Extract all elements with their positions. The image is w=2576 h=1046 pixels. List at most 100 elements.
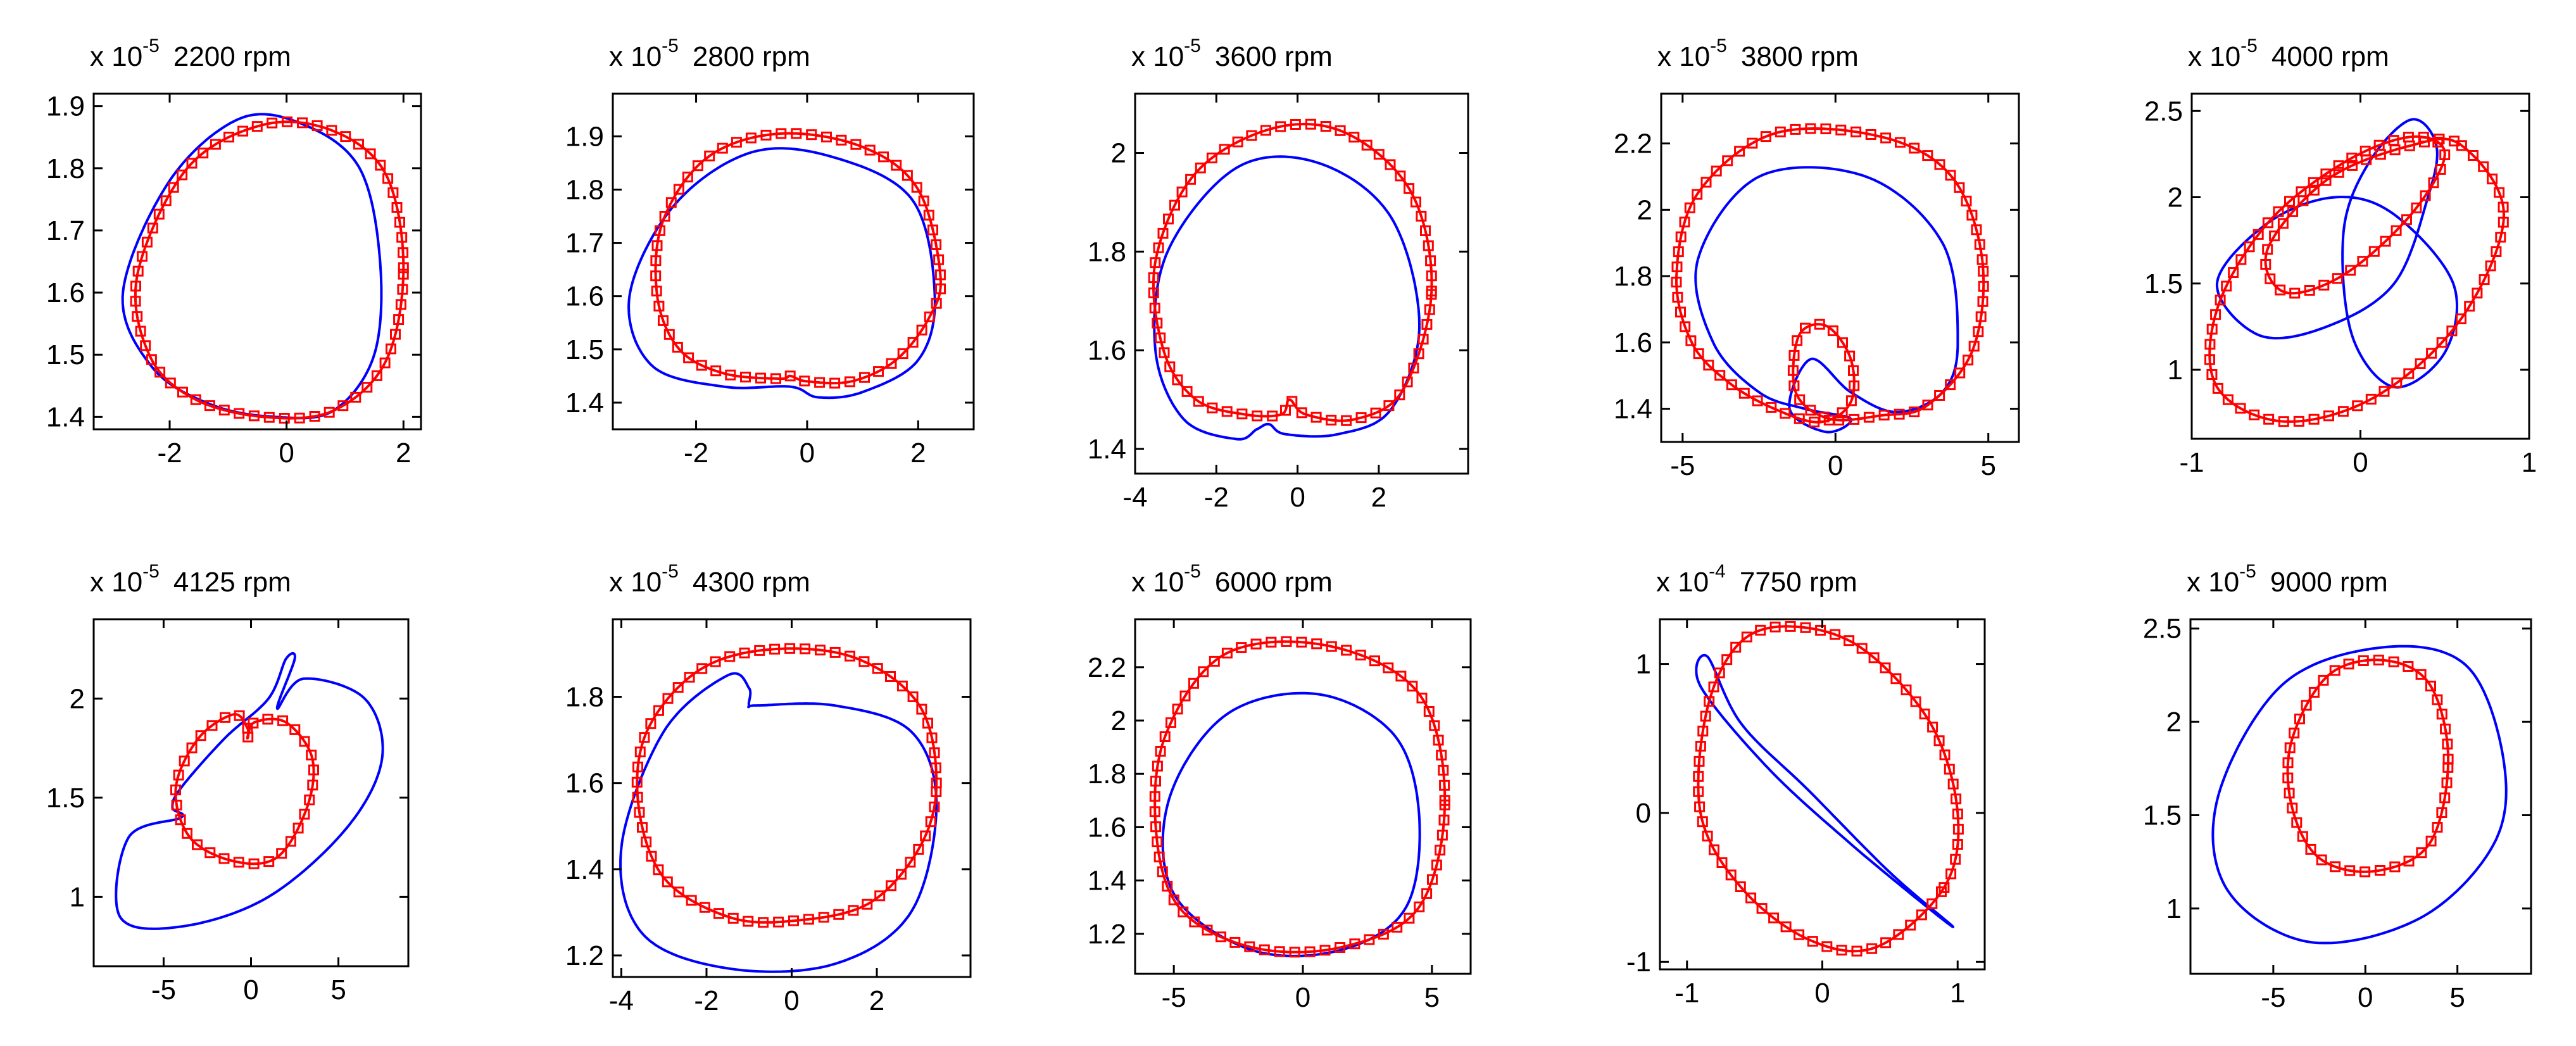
data-point <box>2265 273 2276 284</box>
data-point <box>1893 929 1904 940</box>
x-tick-label: 2 <box>910 438 926 469</box>
data-point <box>1830 629 1841 640</box>
data-point <box>727 912 739 924</box>
data-point <box>1976 254 1988 265</box>
data-point <box>242 731 254 743</box>
data-point <box>1304 946 1316 957</box>
data-point <box>1933 735 1945 747</box>
data-point <box>2391 377 2403 389</box>
x-tick-label: -2 <box>684 438 708 469</box>
data-point <box>1155 746 1166 757</box>
data-point <box>306 749 317 760</box>
data-point <box>1206 152 1217 163</box>
data-point <box>1385 159 1396 170</box>
data-point <box>1259 944 1270 955</box>
data-point <box>806 129 817 141</box>
data-point <box>886 880 896 892</box>
data-point <box>2278 416 2289 427</box>
data-point <box>1150 257 1161 268</box>
x-tick-label: 0 <box>2358 982 2373 1013</box>
data-point <box>1697 726 1709 737</box>
data-point <box>2282 772 2294 784</box>
data-point <box>1289 947 1300 958</box>
scale-exponent: -5 <box>1184 561 1201 582</box>
data-point <box>931 298 942 309</box>
data-point <box>645 718 657 729</box>
data-point <box>2403 855 2415 867</box>
data-point <box>663 329 675 340</box>
data-point <box>1805 405 1816 416</box>
data-point <box>1383 662 1394 674</box>
data-point <box>1361 139 1373 151</box>
data-point <box>2439 792 2451 803</box>
data-point <box>1311 638 1323 650</box>
data-point <box>2273 206 2284 217</box>
series-line-blue <box>1153 155 1421 441</box>
data-point <box>2297 831 2308 842</box>
data-point <box>2320 168 2332 180</box>
data-point <box>1219 144 1230 155</box>
data-point <box>788 915 799 926</box>
data-point <box>130 280 141 292</box>
data-point <box>1711 165 1722 177</box>
data-point <box>130 296 141 307</box>
data-point <box>1221 406 1233 417</box>
data-point <box>140 340 151 351</box>
rpm-label: 3600 rpm <box>1215 41 1333 72</box>
data-point <box>391 202 403 213</box>
data-point <box>686 895 697 906</box>
data-point <box>1411 196 1421 208</box>
data-point <box>1856 643 1868 654</box>
y-tick-label: 1.5 <box>2143 800 2182 831</box>
data-point <box>931 239 942 250</box>
data-point <box>2436 337 2447 348</box>
data-point <box>2308 177 2319 188</box>
data-point <box>218 853 230 864</box>
data-point <box>770 373 781 384</box>
data-point <box>2359 866 2371 878</box>
data-point <box>632 791 643 803</box>
data-point <box>673 184 684 195</box>
data-point <box>353 139 364 150</box>
data-point <box>891 160 902 171</box>
data-point <box>2425 835 2437 847</box>
data-point <box>2294 714 2305 724</box>
data-point <box>1895 137 1906 148</box>
data-point <box>1165 717 1176 728</box>
data-point <box>350 391 361 403</box>
data-point <box>2263 413 2275 425</box>
data-point <box>2345 265 2356 276</box>
data-point <box>1844 350 1856 362</box>
series-line-blue <box>1694 166 1959 434</box>
data-point <box>1833 415 1845 425</box>
panel-title: x 10-5 3800 rpm <box>1657 35 1859 72</box>
x-tick-label: 0 <box>1828 450 1843 481</box>
data-point <box>1837 337 1848 348</box>
data-point <box>398 262 409 274</box>
data-point <box>1939 749 1951 760</box>
data-point <box>2415 358 2426 369</box>
data-point <box>390 329 401 340</box>
data-point <box>289 724 301 735</box>
data-point <box>299 809 310 820</box>
data-point <box>833 909 845 920</box>
data-point <box>382 173 394 184</box>
data-point <box>634 807 645 818</box>
data-point <box>1416 210 1427 222</box>
data-point <box>1341 645 1352 656</box>
data-point <box>2361 154 2372 165</box>
data-point <box>2442 738 2453 750</box>
x-tick-label: -4 <box>1122 482 1147 513</box>
data-point <box>397 284 408 295</box>
panel-6: x 10-5 4125 rpm-5 0 511.52 <box>46 561 410 1005</box>
panel-title: x 10-5 6000 rpm <box>1131 561 1333 598</box>
data-point <box>1202 924 1213 936</box>
y-tick-label: 1.6 <box>1088 812 1126 843</box>
rpm-label: 9000 rpm <box>2270 567 2388 598</box>
data-point <box>1805 123 1816 134</box>
data-point <box>248 410 260 422</box>
data-point <box>1945 379 1956 391</box>
scale-base: x 10 <box>1656 567 1709 598</box>
data-point <box>1163 213 1174 225</box>
